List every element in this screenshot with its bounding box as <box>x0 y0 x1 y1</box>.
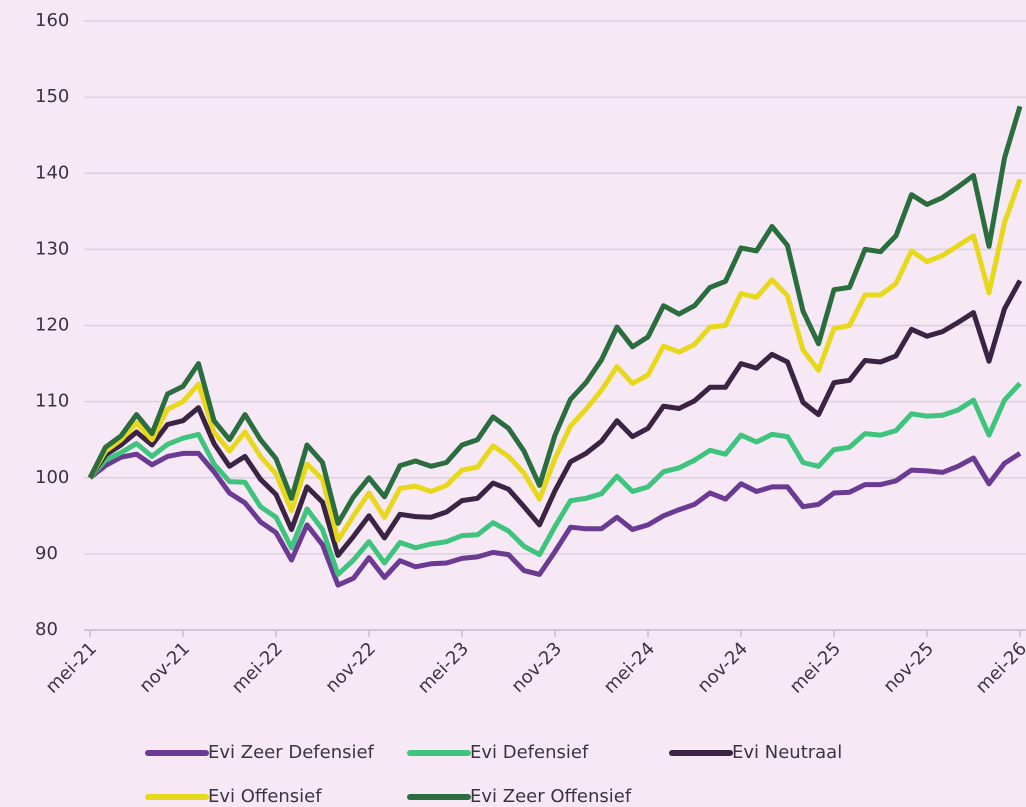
x-tick-label: nov-23 <box>507 638 566 697</box>
x-tick-label: nov-24 <box>693 638 752 697</box>
y-tick-label: 160 <box>35 10 69 31</box>
y-tick-label: 80 <box>35 619 58 640</box>
y-tick-label: 140 <box>35 162 69 183</box>
legend-label: Evi Neutraal <box>732 742 842 763</box>
x-tick-label: mei-24 <box>600 638 659 697</box>
x-tick-label: mei-22 <box>228 638 287 697</box>
x-tick-label: mei-26 <box>972 638 1026 697</box>
x-tick-label: mei-23 <box>414 638 473 697</box>
line-series <box>88 381 1022 577</box>
x-tick-label: nov-22 <box>321 638 380 697</box>
x-tick-label: nov-21 <box>135 638 194 697</box>
legend-label: Evi Zeer Offensief <box>470 786 632 807</box>
legend-label: Evi Zeer Defensief <box>208 742 375 763</box>
line-series <box>87 105 1023 526</box>
legend-label: Evi Defensief <box>470 742 589 763</box>
legend-label: Evi Offensief <box>208 786 322 807</box>
line-series <box>87 178 1023 543</box>
y-tick-label: 150 <box>35 86 69 107</box>
y-tick-label: 110 <box>35 391 69 412</box>
line-series <box>88 450 1022 588</box>
y-tick-label: 130 <box>35 238 69 259</box>
x-tick-label: nov-25 <box>879 638 938 697</box>
y-tick-label: 100 <box>35 467 69 488</box>
y-tick-label: 90 <box>35 543 58 564</box>
x-tick-label: mei-25 <box>786 638 845 697</box>
y-tick-label: 120 <box>35 315 69 336</box>
line-series <box>87 279 1023 558</box>
x-tick-label: mei-21 <box>42 638 101 697</box>
